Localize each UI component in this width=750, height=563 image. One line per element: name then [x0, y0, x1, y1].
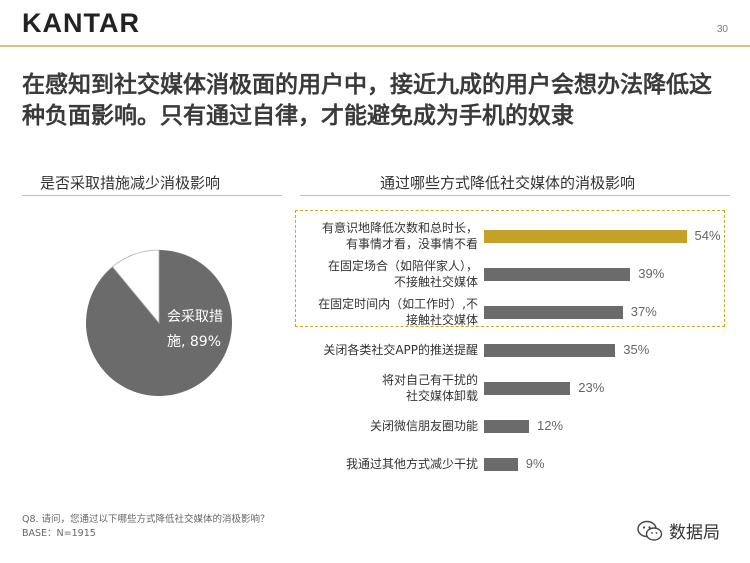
- bar: [484, 344, 616, 357]
- bar-label-line2: 接触社交媒体: [405, 313, 478, 327]
- bar-label: 关闭各类社交APP的推送提醒: [290, 342, 478, 358]
- pie-label-line1: 会采取措: [167, 309, 223, 325]
- bar-label-line1: 在固定场合（如陪伴家人），: [327, 259, 478, 273]
- bar-label-line1: 关闭微信朋友圈功能: [369, 419, 478, 433]
- pie-slice-1: [111, 249, 160, 325]
- bar-value-label: 35%: [623, 342, 650, 357]
- bar-value-label: 54%: [694, 228, 721, 243]
- right-section-rule: [300, 195, 730, 196]
- bar-label-line1: 关闭各类社交APP的推送提醒: [323, 343, 478, 357]
- pie-label-line2: 施, 89%: [167, 334, 222, 350]
- bar-label-line1: 在固定时间内（如工作时）,不: [318, 297, 478, 311]
- bar: [484, 268, 631, 281]
- wechat-icon: [637, 520, 663, 541]
- bar: [484, 306, 623, 319]
- bar-label: 关闭微信朋友圈功能: [290, 418, 478, 434]
- bar-label-line2: 不接触社交媒体: [393, 275, 478, 289]
- right-section-title: 通过哪些方式降低社交媒体的消极影响: [380, 174, 636, 192]
- pie-slice-label: 会采取措 施, 89%: [167, 305, 223, 355]
- wechat-brand: 数据局: [637, 518, 720, 543]
- bar: [484, 458, 518, 471]
- bar: [484, 382, 571, 395]
- bar-label: 在固定场合（如陪伴家人）， 不接触社交媒体: [290, 258, 478, 290]
- bar-label-line2: 有事情才看，没事情不看: [345, 237, 478, 251]
- bar-label: 在固定时间内（如工作时）,不接触社交媒体: [290, 296, 478, 328]
- bar-value-label: 37%: [630, 304, 657, 319]
- bar-value-label: 39%: [638, 266, 665, 281]
- bar-label-line1: 我通过其他方式减少干扰: [345, 457, 478, 471]
- bar-value-label: 12%: [537, 418, 564, 433]
- kantar-logo: KANTAR: [22, 8, 140, 38]
- bar-label-line2: 社交媒体卸载: [405, 389, 478, 403]
- page-number: 30: [716, 24, 728, 35]
- bar: [484, 420, 529, 433]
- bar-label-line1: 有意识地降低次数和总时长，: [321, 221, 478, 235]
- pie-chart: [84, 248, 234, 398]
- wechat-account-name: 数据局: [669, 523, 720, 543]
- footnote: Q8. 请问，您通过以下哪些方式降低社交媒体的消极影响？ BASE：N=1915: [22, 513, 270, 541]
- bar-label: 有意识地降低次数和总时长， 有事情才看，没事情不看: [290, 220, 478, 252]
- bar-value-label: 9%: [525, 456, 545, 471]
- bar: [484, 230, 687, 243]
- footnote-question: Q8. 请问，您通过以下哪些方式降低社交媒体的消极影响？: [22, 514, 270, 525]
- left-section-title: 是否采取措施减少消极影响: [40, 174, 221, 192]
- footnote-base: BASE：N=1915: [22, 528, 96, 539]
- headline: 在感知到社交媒体消极面的用户中，接近九成的用户会想办法降低这种负面影响。只有通过…: [22, 72, 712, 129]
- header-divider: [0, 45, 750, 47]
- highlight-box: [295, 210, 725, 327]
- bar-label: 我通过其他方式减少干扰: [290, 456, 478, 472]
- bar-label: 将对自己有干扰的社交媒体卸载: [290, 372, 478, 404]
- bar-label-line1: 将对自己有干扰的: [381, 373, 478, 387]
- left-section-rule: [22, 195, 282, 196]
- bar-value-label: 23%: [578, 380, 605, 395]
